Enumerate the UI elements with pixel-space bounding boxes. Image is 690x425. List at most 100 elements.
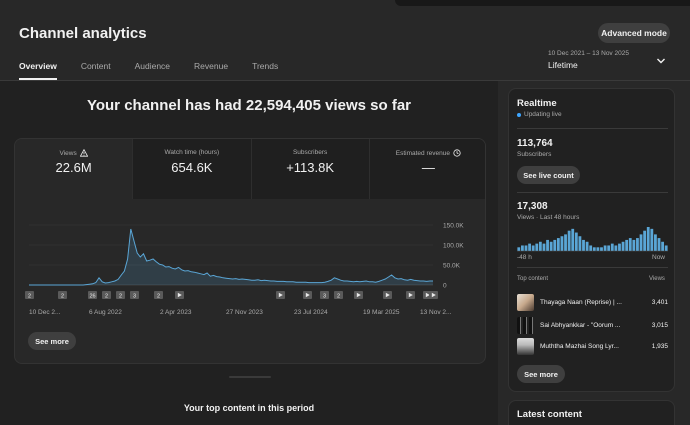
spark-bar	[625, 239, 629, 251]
views-column-label: Views	[649, 276, 665, 282]
list-item[interactable]: Sai Abhyankkar - "Oorum ... 3,015	[517, 316, 668, 334]
list-item[interactable]: Thayaga Naan (Reprise) | ... 3,401	[517, 293, 668, 311]
video-thumbnail	[517, 293, 534, 311]
period-selector[interactable]: Lifetime	[548, 60, 578, 70]
spark-bar	[654, 234, 657, 251]
video-marker-play-icon[interactable]	[383, 291, 392, 299]
spark-start-label: -48 h	[517, 254, 532, 261]
spark-bar	[531, 245, 535, 251]
video-marker[interactable]: 2	[58, 291, 67, 300]
spark-bar	[517, 247, 521, 251]
spark-bar	[546, 239, 549, 251]
spark-bar	[636, 238, 639, 251]
spark-bar	[574, 232, 578, 251]
tab-audience[interactable]: Audience	[134, 61, 171, 71]
views-headline: Your channel has had 22,594,405 views so…	[86, 97, 412, 114]
y-tick-label: 50.0K	[443, 263, 461, 270]
y-tick-label: 150.0K	[443, 223, 464, 230]
realtime-status: Updating live	[517, 111, 562, 118]
spark-bar	[589, 245, 593, 251]
svg-text:2: 2	[157, 294, 160, 300]
video-marker-play-icon[interactable]	[406, 291, 415, 299]
video-marker[interactable]: 26	[88, 291, 97, 300]
spark-bar	[538, 241, 542, 251]
top-strip	[395, 0, 690, 6]
spark-bar	[592, 247, 596, 251]
video-thumbnail	[517, 316, 534, 334]
spark-bar	[560, 236, 564, 251]
chart-see-more-button[interactable]: See more	[28, 332, 76, 350]
x-tick-label: 13 Nov 2...	[420, 309, 452, 316]
spark-bar	[646, 227, 650, 251]
spark-bar	[567, 230, 571, 251]
metric-watch-time[interactable]: Watch time (hours) 654.6K	[133, 139, 252, 199]
spark-bar	[628, 238, 632, 251]
video-marker-play-icon[interactable]	[303, 291, 312, 299]
spark-bar	[535, 243, 539, 251]
video-views: 3,015	[651, 321, 668, 329]
metric-revenue-label: Estimated revenue	[395, 149, 450, 157]
video-marker-play-icon[interactable]	[429, 291, 438, 299]
top-content-heading: Your top content in this period	[183, 403, 315, 413]
video-marker[interactable]: 2	[116, 291, 125, 300]
views-chart: 150.0K 100.0K 50.0K 0 2 2 26 2 2 3 2 3 2 10 Dec 2... 6…	[25, 223, 464, 316]
x-tick-label: 23 Jul 2024	[294, 309, 328, 316]
spark-bar	[610, 243, 614, 251]
see-live-count-button[interactable]: See live count	[517, 166, 580, 184]
top-content-label: Top content	[517, 276, 549, 282]
svg-text:2: 2	[28, 294, 31, 300]
x-tick-label: 2 Apr 2023	[160, 309, 192, 316]
video-title: Muththa Mazhai Song Lyr...	[540, 342, 619, 350]
tab-trends[interactable]: Trends	[252, 61, 279, 71]
video-marker[interactable]: 3	[320, 291, 329, 300]
tab-overview[interactable]: Overview	[19, 61, 57, 81]
video-marker-play-icon[interactable]	[175, 291, 184, 299]
video-marker-play-icon[interactable]	[354, 291, 363, 299]
spark-bar	[585, 241, 589, 251]
spark-bar	[664, 245, 668, 251]
video-marker[interactable]: 2	[154, 291, 163, 300]
metric-subscribers[interactable]: Subscribers +113.8K	[251, 139, 370, 199]
svg-text:2: 2	[61, 294, 64, 300]
realtime-subscribers-value: 113,764	[517, 138, 553, 149]
metric-revenue-value: —	[421, 160, 435, 175]
realtime-panel: Realtime Updating live 113,764 Subscribe…	[508, 88, 675, 392]
metric-subscribers-label: Subscribers	[292, 149, 328, 156]
video-views: 1,935	[651, 342, 668, 350]
svg-text:2: 2	[119, 294, 122, 300]
video-marker[interactable]: 3	[130, 291, 139, 300]
svg-text:26: 26	[89, 294, 95, 300]
tab-content[interactable]: Content	[80, 61, 111, 71]
date-range-text[interactable]: 10 Dec 2021 – 13 Nov 2025	[548, 50, 629, 57]
metric-revenue[interactable]: Estimated revenue —	[369, 139, 485, 199]
video-marker[interactable]: 2	[334, 291, 343, 300]
list-item[interactable]: Muththa Mazhai Song Lyr... 1,935	[517, 337, 668, 355]
chevron-down-icon[interactable]	[656, 56, 666, 66]
spark-bar	[556, 238, 560, 251]
tab-revenue[interactable]: Revenue	[194, 61, 229, 71]
spark-end-label: Now	[652, 254, 666, 261]
video-marker[interactable]: 2	[25, 291, 34, 300]
realtime-status-text: Updating live	[524, 111, 562, 118]
spark-bar	[528, 243, 531, 251]
warning-icon	[79, 149, 88, 157]
y-tick-label: 0	[443, 283, 447, 290]
spark-bar	[521, 245, 524, 251]
spark-bar	[524, 245, 528, 251]
metric-views[interactable]: Views 22.6M	[15, 139, 134, 199]
spark-bar	[596, 247, 600, 251]
metric-revenue-label-wrap: Estimated revenue	[370, 149, 485, 157]
spark-bar	[632, 239, 636, 251]
realtime-sparkline	[517, 227, 668, 252]
spark-bar	[618, 243, 621, 251]
video-marker[interactable]: 2	[102, 291, 111, 300]
spark-bar	[578, 236, 582, 251]
spark-bar	[600, 247, 603, 251]
video-marker-play-icon[interactable]	[276, 291, 285, 299]
top-content-see-more-button[interactable]: See more	[517, 365, 565, 383]
series-line	[29, 228, 433, 286]
metric-views-label-wrap: Views	[15, 149, 132, 157]
x-tick-label: 6 Aug 2022	[89, 309, 122, 316]
advanced-mode-button[interactable]: Advanced mode	[598, 23, 670, 43]
metrics-card: Views 22.6M Watch time (hours) 654.6K Su…	[14, 138, 486, 364]
